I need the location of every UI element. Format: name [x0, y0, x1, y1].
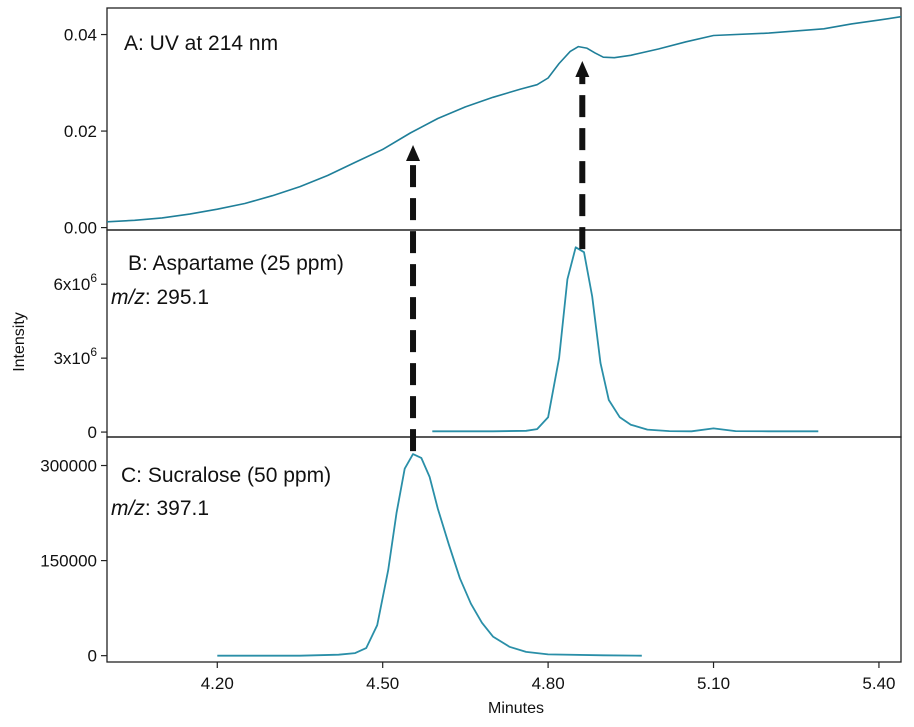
- dashed-arrow-head-0: [406, 144, 421, 161]
- panel-c-ytick-label-2: 300000: [40, 457, 97, 476]
- panel-c-ytick-label-1: 150000: [40, 552, 97, 571]
- panel-b-ytick-label-0: 0: [88, 423, 97, 442]
- panel-b-mz-italic: m/z: [111, 286, 145, 309]
- x-ticks-layer: 4.20 4.50 4.80 5.10 5.40: [201, 662, 895, 693]
- panel-c-series-line-0: [217, 453, 642, 657]
- y-ticks-layer: 0.00 0.02 0.04 0 3x106 6x106 0 150000 300000: [40, 26, 107, 666]
- xtick-label-4: 5.40: [862, 674, 895, 693]
- xtick-label-3: 5.10: [697, 674, 730, 693]
- panel-c-label: C: Sucralose (50 ppm): [121, 464, 331, 487]
- panel-b-ytick-label-1: 3x106: [53, 345, 97, 368]
- panel-a-series-line-0: [106, 15, 902, 223]
- x-axis-title: Minutes: [488, 700, 544, 717]
- panel-b-mz-label: m/z: 295.1: [111, 286, 209, 309]
- xtick-label-2: 4.80: [532, 674, 565, 693]
- panel-c-frame: [106, 436, 902, 663]
- traces-layer: [106, 15, 902, 657]
- panel-a-ytick-label-2: 0.04: [64, 26, 97, 45]
- panel-a-ytick-label-1: 0.02: [64, 122, 97, 141]
- dashed-arrow-head-1: [575, 61, 590, 78]
- panel-c-mz-label: m/z: 397.1: [111, 497, 209, 520]
- xtick-label-1: 4.50: [366, 674, 399, 693]
- panel-b-label: B: Aspartame (25 ppm): [128, 252, 344, 275]
- panel-b-ytick-label-2: 6x106: [53, 271, 97, 294]
- xtick-label-0: 4.20: [201, 674, 234, 693]
- arrows-layer: [406, 61, 590, 452]
- panel-a-ytick-label-0: 0.00: [64, 219, 97, 238]
- panel-a-label: A: UV at 214 nm: [124, 32, 278, 55]
- y-axis-title: Intensity: [11, 312, 28, 372]
- panel-c-mz-value: : 397.1: [145, 497, 209, 520]
- panel-c-mz-italic: m/z: [111, 497, 145, 520]
- panel-b-series-line-0: [432, 246, 819, 433]
- panel-b-mz-value: : 295.1: [145, 286, 209, 309]
- panel-c-ytick-label-0: 0: [88, 647, 97, 666]
